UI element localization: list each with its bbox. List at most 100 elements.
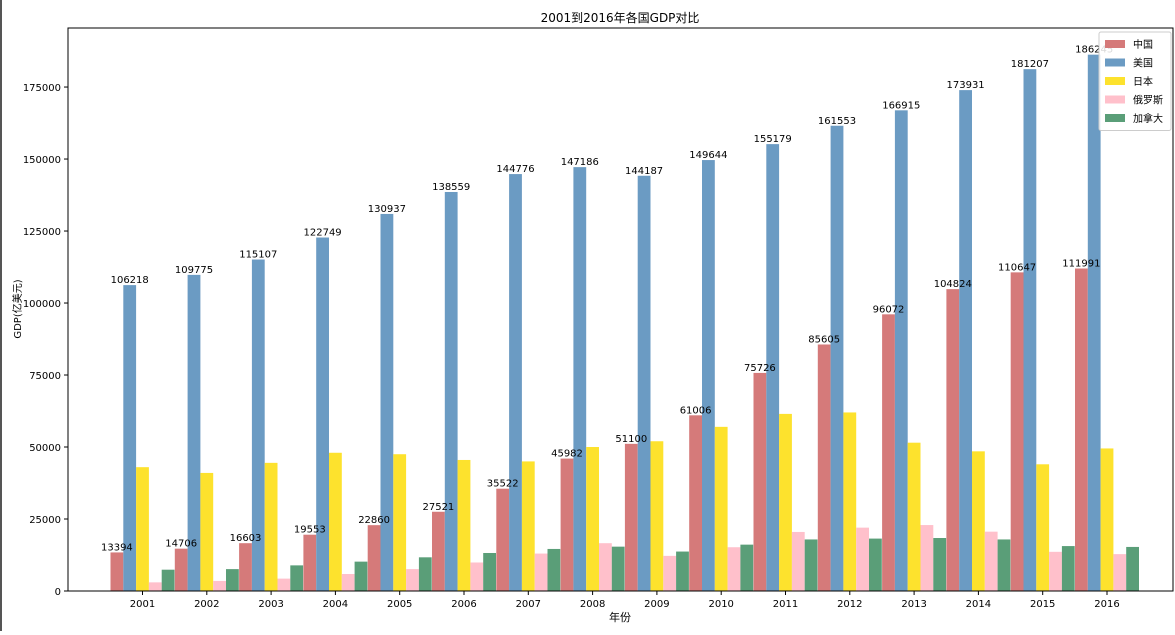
bar-2004-日本 [329,452,342,591]
bar-2009-中国 [624,443,638,591]
legend-swatch-日本 [1105,77,1125,85]
value-labels-layer: 13394 106218 14706 109775 16603 115107 19553 12… [101,45,1113,554]
bar-2001-俄罗斯 [148,582,162,591]
value-label-2007-中国: 35522 [487,479,519,490]
bar-2012-俄罗斯 [856,527,869,591]
bar-2004-俄罗斯 [341,574,355,591]
value-label-2011-美国: 155179 [754,134,792,145]
x-tick-label-2010: 2010 [708,599,733,610]
bar-2016-日本 [1100,448,1114,591]
value-label-2010-中国: 61006 [680,405,712,416]
bar-2005-日本 [393,454,407,591]
bar-2008-加拿大 [611,546,625,591]
bar-2005-俄罗斯 [406,569,419,591]
bar-2005-加拿大 [418,557,432,591]
value-label-2012-中国: 85605 [808,334,840,345]
bar-2004-中国 [303,534,317,591]
bar-2006-俄罗斯 [470,562,484,591]
legend-box [1098,31,1172,131]
bar-2010-日本 [714,426,728,591]
value-label-2005-美国: 130937 [368,204,406,215]
bar-2008-日本 [586,447,599,591]
bar-2004-美国 [316,237,329,591]
value-label-2011-中国: 75726 [744,363,776,374]
bar-2007-加拿大 [547,548,561,591]
bar-2009-俄罗斯 [663,555,677,591]
bar-2003-美国 [251,259,265,591]
value-label-2006-美国: 138559 [432,182,470,193]
bar-2006-日本 [457,459,471,591]
bar-2002-中国 [174,548,188,591]
bar-2011-日本 [779,413,792,591]
bar-2013-加拿大 [933,538,947,591]
bar-2001-加拿大 [161,569,175,591]
bar-2005-中国 [367,525,381,591]
value-label-2007-美国: 144776 [496,164,534,175]
y-tick-label-175000: 175000 [23,83,61,94]
bar-2009-美国 [637,175,651,591]
x-tick-label-2007: 2007 [516,599,541,610]
bars-layer [110,54,1139,592]
legend-label-俄罗斯: 俄罗斯 [1133,94,1163,107]
y-tick-label-100000: 100000 [23,299,61,310]
chart-title: 2001到2016年各国GDP对比 [541,10,700,25]
bar-2013-美国 [894,110,908,591]
bar-2014-俄罗斯 [984,531,998,591]
x-tick-label-2008: 2008 [580,599,605,610]
bar-2012-日本 [843,412,857,591]
value-label-2001-美国: 106218 [111,275,149,286]
bar-2008-俄罗斯 [599,543,612,591]
value-label-2009-美国: 144187 [625,166,663,177]
x-axis-ticks: 2001 2002 2003 2004 2005 2006 2007 2008 2009 2010… [130,591,1120,610]
legend-swatch-俄罗斯 [1105,95,1125,104]
bar-2007-中国 [496,488,510,591]
value-label-2012-美国: 161553 [818,116,856,127]
bar-2011-加拿大 [804,539,818,591]
bar-2016-加拿大 [1126,546,1139,591]
x-tick-label-2002: 2002 [194,599,219,610]
bar-2004-加拿大 [354,561,368,591]
x-tick-label-2012: 2012 [837,599,862,610]
x-tick-label-2013: 2013 [901,599,926,610]
y-tick-label-150000: 150000 [23,155,61,166]
bar-2012-中国 [817,344,831,591]
value-label-2004-中国: 19553 [294,525,326,536]
bar-2008-美国 [573,167,587,591]
legend-swatch-加拿大 [1105,114,1125,122]
value-label-2008-中国: 45982 [551,449,583,460]
value-label-2005-中国: 22860 [358,515,390,526]
bar-2015-日本 [1036,464,1050,591]
x-tick-label-2014: 2014 [966,599,991,610]
bar-2013-俄罗斯 [920,525,934,591]
bar-2015-俄罗斯 [1049,551,1062,591]
bar-2014-加拿大 [997,539,1011,591]
value-label-2015-美国: 181207 [1011,59,1049,70]
legend-swatch-中国 [1105,40,1125,48]
value-label-2004-美国: 122749 [304,228,342,239]
y-tick-label-0: 0 [55,587,61,598]
value-label-2001-中国: 13394 [101,542,133,553]
bar-2005-美国 [380,213,394,591]
x-tick-label-2009: 2009 [644,599,669,610]
bar-2003-加拿大 [290,565,304,591]
legend-label-日本: 日本 [1133,75,1153,88]
value-label-2003-中国: 16603 [230,533,262,544]
bar-2003-俄罗斯 [277,578,291,591]
bar-2011-美国 [766,144,780,591]
value-label-2002-中国: 14706 [165,539,197,550]
legend-label-加拿大: 加拿大 [1133,112,1163,125]
bar-2009-日本 [650,441,664,591]
value-label-2016-美国: 186245 [1075,45,1113,56]
bar-2002-俄罗斯 [213,580,226,591]
x-tick-label-2005: 2005 [387,599,412,610]
bar-2010-加拿大 [740,544,754,591]
x-tick-label-2015: 2015 [1030,599,1055,610]
bar-2003-中国 [239,543,252,591]
bar-2016-美国 [1087,54,1101,591]
bar-2012-美国 [830,125,844,591]
x-tick-label-2006: 2006 [451,599,476,610]
bar-2012-加拿大 [869,538,882,591]
value-label-2002-美国: 109775 [175,265,213,276]
bar-2007-俄罗斯 [534,553,548,591]
